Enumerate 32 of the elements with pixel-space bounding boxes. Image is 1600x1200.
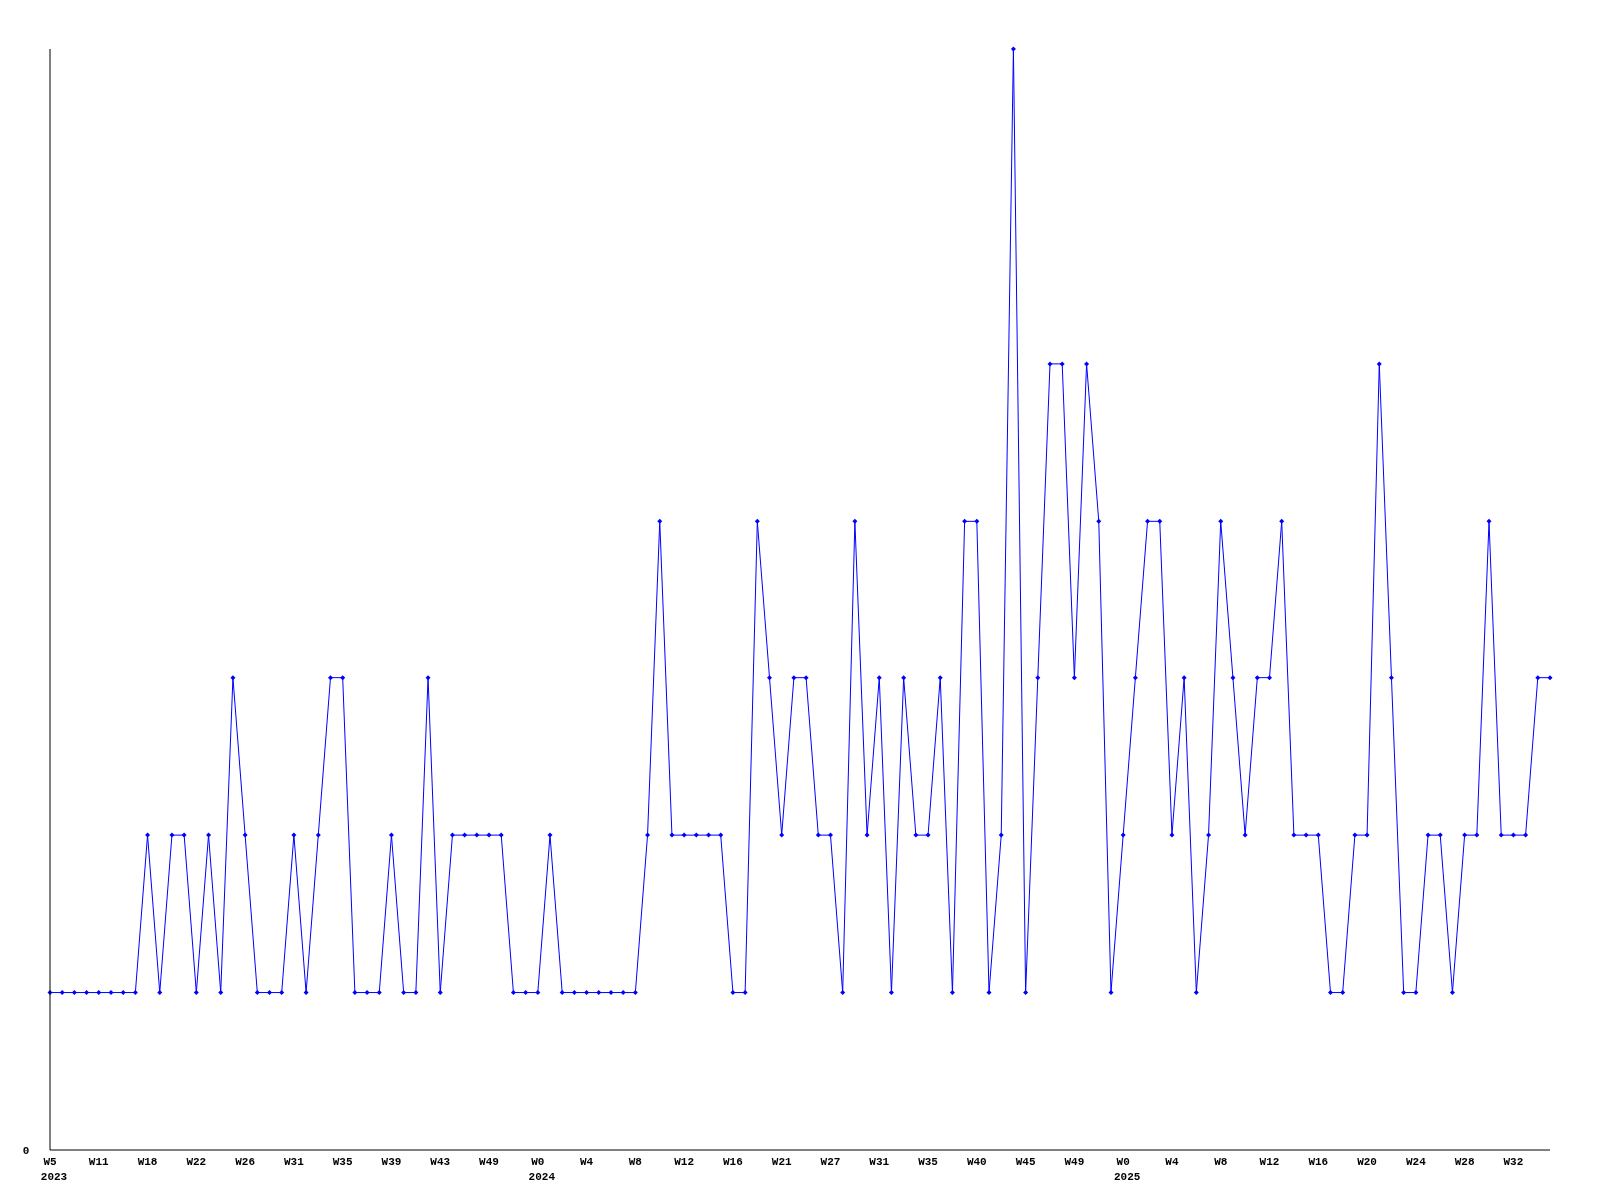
x-tick-label: W24 [1405, 1156, 1427, 1168]
x-tick-label: W49 [1064, 1156, 1085, 1168]
x-tick-label: W22 [186, 1156, 207, 1168]
x-tick-label: W21 [771, 1156, 792, 1168]
x-tick-label: W26 [235, 1156, 256, 1168]
x-tick-label: W35 [918, 1156, 939, 1168]
x-tick-label: W32 [1503, 1156, 1524, 1168]
x-tick-label: W0 2025 [1113, 1156, 1141, 1183]
x-tick-label: W49 [479, 1156, 499, 1168]
x-tick-label: W31 [284, 1156, 305, 1168]
x-tick-label: W16 [1308, 1156, 1329, 1168]
x-tick-label: W39 [381, 1156, 402, 1168]
x-tick-label: W35 [332, 1156, 353, 1168]
x-tick-label: W31 [869, 1156, 890, 1168]
x-tick-label: W28 [1454, 1156, 1475, 1168]
x-tick-label: W16 [723, 1156, 743, 1168]
x-tick-label: W4 [579, 1156, 594, 1168]
x-tick-label: W11 [88, 1156, 110, 1168]
x-tick-label: W8 [628, 1156, 643, 1168]
x-tick-label: W43 [430, 1156, 451, 1168]
x-tick-label: W20 [1357, 1156, 1377, 1168]
x-tick-label: W12 [674, 1156, 695, 1168]
x-tick-label: W0 2024 [528, 1156, 556, 1183]
x-tick-label: W27 [820, 1156, 841, 1168]
x-tick-label: W4 [1165, 1156, 1179, 1168]
x-tick-label: W5 2023 [40, 1156, 68, 1183]
x-tick-label: W12 [1259, 1156, 1280, 1168]
text: 0 [22, 1145, 30, 1157]
x-tick-label: W40 [966, 1156, 987, 1168]
x-tick-label: W8 [1214, 1156, 1228, 1168]
x-tick-label: W45 [1015, 1156, 1036, 1168]
x-tick-label: W18 [137, 1156, 158, 1168]
